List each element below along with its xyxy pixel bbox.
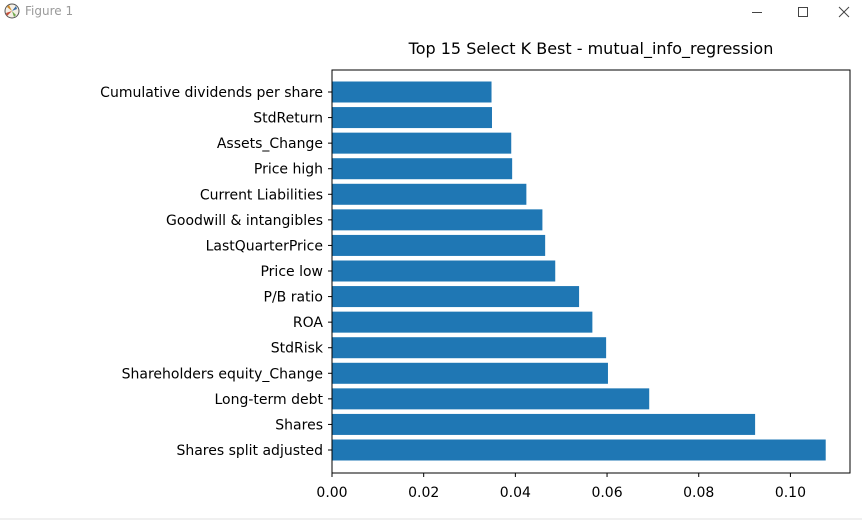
bar bbox=[332, 388, 650, 410]
y-tick-label: Price high bbox=[254, 162, 323, 178]
x-tick-label: 0.04 bbox=[500, 485, 531, 501]
y-tick-labels: Shares split adjusted Shares Long-term deb… bbox=[100, 85, 332, 459]
x-tick-label: 0.02 bbox=[408, 485, 439, 501]
window-titlebar: Figure 1 bbox=[0, 0, 862, 24]
x-tick-label: 0.10 bbox=[775, 485, 806, 501]
y-tick-label: Cumulative dividends per share bbox=[100, 85, 323, 101]
bars-group bbox=[332, 81, 826, 461]
bar bbox=[332, 234, 546, 256]
minimize-button[interactable] bbox=[734, 0, 780, 24]
y-tick-label: StdRisk bbox=[271, 341, 324, 357]
y-tick-label: Goodwill & intangibles bbox=[166, 213, 323, 229]
y-tick-label: LastQuarterPrice bbox=[206, 238, 323, 254]
maximize-icon bbox=[798, 7, 808, 17]
bar bbox=[332, 260, 556, 282]
y-tick-label: StdReturn bbox=[253, 111, 323, 127]
bar bbox=[332, 132, 512, 154]
bar bbox=[332, 158, 513, 180]
window-bottom-border bbox=[0, 518, 862, 520]
bar bbox=[332, 311, 593, 333]
y-tick-label: Shares bbox=[275, 417, 323, 433]
y-tick-label: Assets_Change bbox=[217, 136, 323, 152]
y-tick-label: Shares split adjusted bbox=[176, 443, 323, 459]
x-ticks: 0.00 0.02 0.04 0.06 0.08 0.10 bbox=[316, 473, 806, 501]
maximize-button[interactable] bbox=[780, 0, 826, 24]
close-button[interactable] bbox=[826, 0, 862, 24]
y-tick-label: P/B ratio bbox=[264, 290, 324, 306]
y-tick-label: ROA bbox=[293, 315, 324, 331]
bar bbox=[332, 413, 756, 435]
window-title: Figure 1 bbox=[25, 4, 74, 18]
bar bbox=[332, 337, 607, 359]
bar bbox=[332, 107, 492, 129]
bar bbox=[332, 209, 543, 231]
axes-frame bbox=[331, 69, 851, 474]
y-tick-label: Price low bbox=[260, 264, 323, 280]
y-tick-label: Current Liabilities bbox=[200, 187, 323, 203]
chart-canvas: Top 15 Select K Best - mutual_info_regre… bbox=[100, 39, 851, 501]
bar bbox=[332, 362, 608, 384]
y-tick-label: Shareholders equity_Change bbox=[122, 366, 323, 382]
chart-title: Top 15 Select K Best - mutual_info_regre… bbox=[408, 39, 774, 59]
matplotlib-figure-icon bbox=[4, 3, 20, 19]
bar bbox=[332, 439, 826, 461]
bar bbox=[332, 286, 580, 308]
x-tick-label: 0.06 bbox=[591, 485, 622, 501]
close-icon bbox=[838, 6, 850, 18]
bar bbox=[332, 183, 527, 205]
x-tick-label: 0.08 bbox=[683, 485, 714, 501]
y-tick-label: Long-term debt bbox=[214, 392, 323, 408]
x-tick-label: 0.00 bbox=[316, 485, 347, 501]
minimize-icon bbox=[752, 12, 762, 13]
bar bbox=[332, 81, 492, 103]
